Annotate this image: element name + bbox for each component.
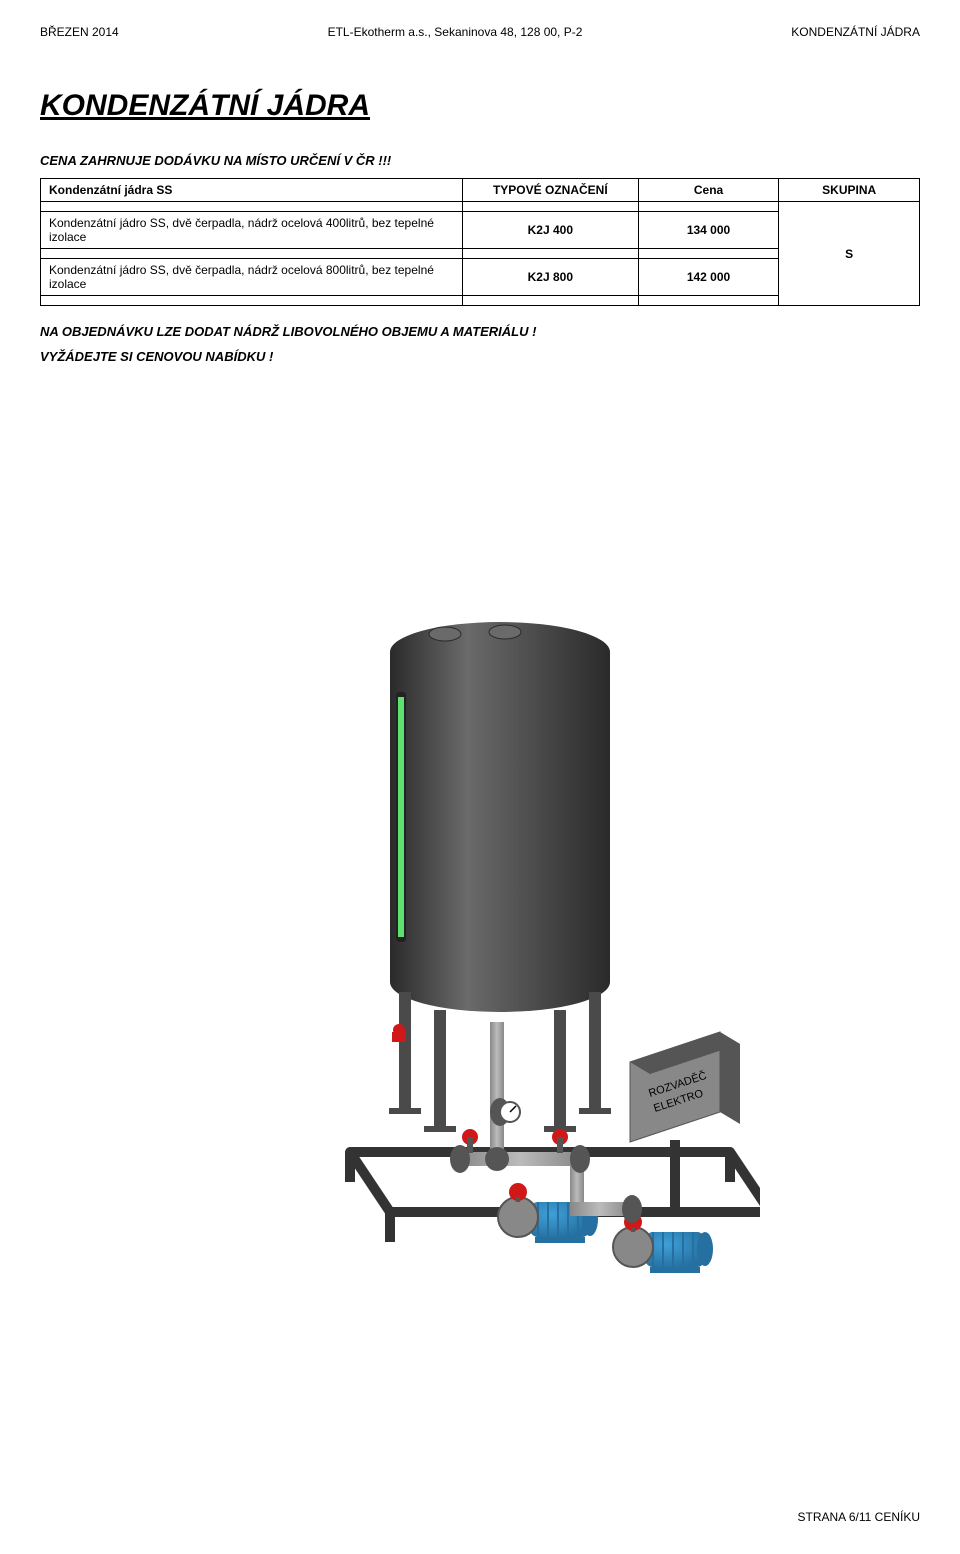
td-desc-0: Kondenzátní jádro SS, dvě čerpadla, nádr… <box>41 212 463 249</box>
header-left: BŘEZEN 2014 <box>40 25 119 39</box>
th-type: TYPOVÉ OZNAČENÍ <box>462 179 638 202</box>
note-line-1: NA OBJEDNÁVKU LZE DODAT NÁDRŽ LIBOVOLNÉH… <box>40 324 920 339</box>
td-price-1: 142 000 <box>638 259 779 296</box>
td-desc-1: Kondenzátní jádro SS, dvě čerpadla, nádr… <box>41 259 463 296</box>
note-line-2: VYŽÁDEJTE SI CENOVOU NABÍDKU ! <box>40 349 920 364</box>
illustration: ROZVADĚČELEKTRO <box>40 394 920 1510</box>
th-price: Cena <box>638 179 779 202</box>
header-right: KONDENZÁTNÍ JÁDRA <box>791 25 920 39</box>
page-header: BŘEZEN 2014 ETL-Ekotherm a.s., Sekaninov… <box>40 25 920 39</box>
td-type-0: K2J 400 <box>462 212 638 249</box>
header-center: ETL-Ekotherm a.s., Sekaninova 48, 128 00… <box>328 25 583 39</box>
td-type-1: K2J 800 <box>462 259 638 296</box>
th-desc: Kondenzátní jádra SS <box>41 179 463 202</box>
subtitle: CENA ZAHRNUJE DODÁVKU NA MÍSTO URČENÍ V … <box>40 153 920 168</box>
page-footer: STRANA 6/11 CENÍKU <box>40 1510 920 1524</box>
table-blank-row: S <box>41 202 920 212</box>
page-title: KONDENZÁTNÍ JÁDRA <box>40 89 920 123</box>
table-header-row: Kondenzátní jádra SS TYPOVÉ OZNAČENÍ Cen… <box>41 179 920 202</box>
td-group: S <box>779 202 920 306</box>
td-price-0: 134 000 <box>638 212 779 249</box>
tank-pump-illustration: ROZVADĚČELEKTRO <box>200 592 760 1312</box>
th-group: SKUPINA <box>779 179 920 202</box>
product-table: Kondenzátní jádra SS TYPOVÉ OZNAČENÍ Cen… <box>40 178 920 306</box>
